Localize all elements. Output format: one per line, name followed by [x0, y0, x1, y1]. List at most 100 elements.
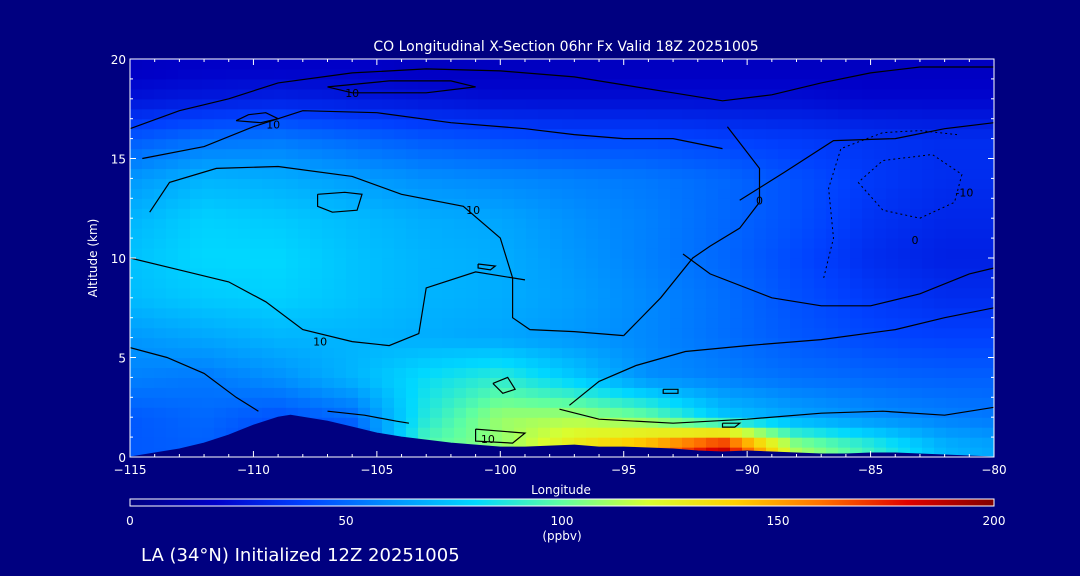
- heatmap-cell: [334, 267, 347, 279]
- heatmap-cell: [598, 208, 611, 219]
- heatmap-cell: [154, 437, 167, 448]
- heatmap-cell: [478, 208, 491, 219]
- heatmap-cell: [946, 297, 959, 309]
- heatmap-cell: [970, 437, 983, 448]
- heatmap-cell: [454, 68, 467, 80]
- heatmap-cell: [562, 297, 575, 309]
- heatmap-cell: [598, 258, 611, 269]
- heatmap-cell: [586, 78, 599, 90]
- heatmap-cell: [370, 397, 383, 408]
- heatmap-cell: [934, 297, 947, 309]
- heatmap-cell: [754, 297, 767, 309]
- heatmap-cell: [694, 208, 707, 219]
- heatmap-cell: [514, 108, 527, 120]
- heatmap-cell: [742, 367, 755, 378]
- heatmap-cell: [550, 188, 563, 199]
- heatmap-cell: [154, 148, 167, 160]
- heatmap-cell: [730, 158, 743, 170]
- heatmap-cell: [370, 138, 383, 150]
- heatmap-cell: [850, 248, 863, 259]
- heatmap-cell: [622, 357, 635, 369]
- heatmap-cell: [814, 138, 827, 150]
- heatmap-cell: [190, 297, 203, 309]
- heatmap-cell: [718, 59, 731, 70]
- heatmap-cell: [574, 407, 587, 418]
- heatmap-cell: [202, 267, 215, 279]
- heatmap-cell: [226, 168, 239, 179]
- heatmap-cell: [358, 238, 371, 249]
- heatmap-cell: [406, 357, 419, 369]
- heatmap-cell: [418, 327, 431, 339]
- heatmap-cell: [586, 188, 599, 199]
- heatmap-cell: [154, 427, 167, 438]
- heatmap-cell: [142, 78, 155, 90]
- heatmap-cell: [886, 367, 899, 378]
- heatmap-cell: [982, 267, 994, 279]
- heatmap-cell: [934, 447, 947, 457]
- heatmap-cell: [346, 228, 359, 239]
- heatmap-cell: [838, 98, 851, 110]
- heatmap-cell: [850, 437, 863, 448]
- heatmap-cell: [814, 68, 827, 80]
- heatmap-cell: [562, 59, 575, 70]
- heatmap-cell: [490, 138, 503, 150]
- heatmap-cell: [550, 317, 563, 329]
- heatmap-cell: [754, 437, 767, 448]
- heatmap-cell: [718, 307, 731, 319]
- heatmap-cell: [214, 427, 227, 438]
- heatmap-cell: [346, 198, 359, 209]
- heatmap-cell: [130, 437, 143, 448]
- heatmap-cell: [790, 307, 803, 319]
- heatmap-cell: [382, 317, 395, 329]
- heatmap-cell: [346, 307, 359, 319]
- heatmap-cell: [910, 158, 923, 170]
- heatmap-cell: [166, 258, 179, 269]
- heatmap-cell: [298, 357, 311, 369]
- heatmap-cell: [646, 287, 659, 299]
- heatmap-cell: [742, 407, 755, 418]
- heatmap-cell: [766, 238, 779, 249]
- heatmap-cell: [190, 228, 203, 239]
- heatmap-cell: [922, 397, 935, 408]
- heatmap-cell: [466, 188, 479, 199]
- heatmap-cell: [262, 357, 275, 369]
- heatmap-cell: [286, 337, 299, 349]
- heatmap-cell: [874, 59, 887, 70]
- heatmap-cell: [634, 248, 647, 259]
- heatmap-cell: [466, 407, 479, 418]
- heatmap-cell: [634, 437, 647, 448]
- heatmap-cell: [334, 238, 347, 249]
- heatmap-cell: [130, 317, 143, 329]
- heatmap-cell: [730, 188, 743, 199]
- heatmap-cell: [886, 78, 899, 90]
- heatmap-cell: [286, 347, 299, 359]
- heatmap-cell: [346, 138, 359, 150]
- heatmap-cell: [910, 437, 923, 448]
- heatmap-cell: [334, 397, 347, 408]
- heatmap-cell: [226, 417, 239, 428]
- heatmap-cell: [862, 158, 875, 170]
- heatmap-cell: [478, 128, 491, 140]
- heatmap-cell: [886, 258, 899, 269]
- heatmap-cell: [454, 258, 467, 269]
- heatmap-cell: [802, 307, 815, 319]
- heatmap-cell: [538, 258, 551, 269]
- heatmap-cell: [142, 148, 155, 160]
- heatmap-cell: [406, 297, 419, 309]
- heatmap-cell: [466, 258, 479, 269]
- contour-line: [327, 410, 409, 424]
- heatmap-cell: [814, 158, 827, 170]
- heatmap-cell: [778, 168, 791, 179]
- heatmap-cell: [670, 258, 683, 269]
- heatmap-cell: [898, 327, 911, 339]
- heatmap-cell: [202, 417, 215, 428]
- heatmap-cell: [226, 108, 239, 120]
- heatmap-cell: [394, 238, 407, 249]
- heatmap-cell: [142, 88, 155, 100]
- heatmap-cell: [874, 198, 887, 209]
- heatmap-cell: [514, 178, 527, 189]
- heatmap-cell: [550, 427, 563, 438]
- heatmap-cell: [778, 327, 791, 339]
- heatmap-cell: [394, 387, 407, 398]
- heatmap-cell: [286, 198, 299, 209]
